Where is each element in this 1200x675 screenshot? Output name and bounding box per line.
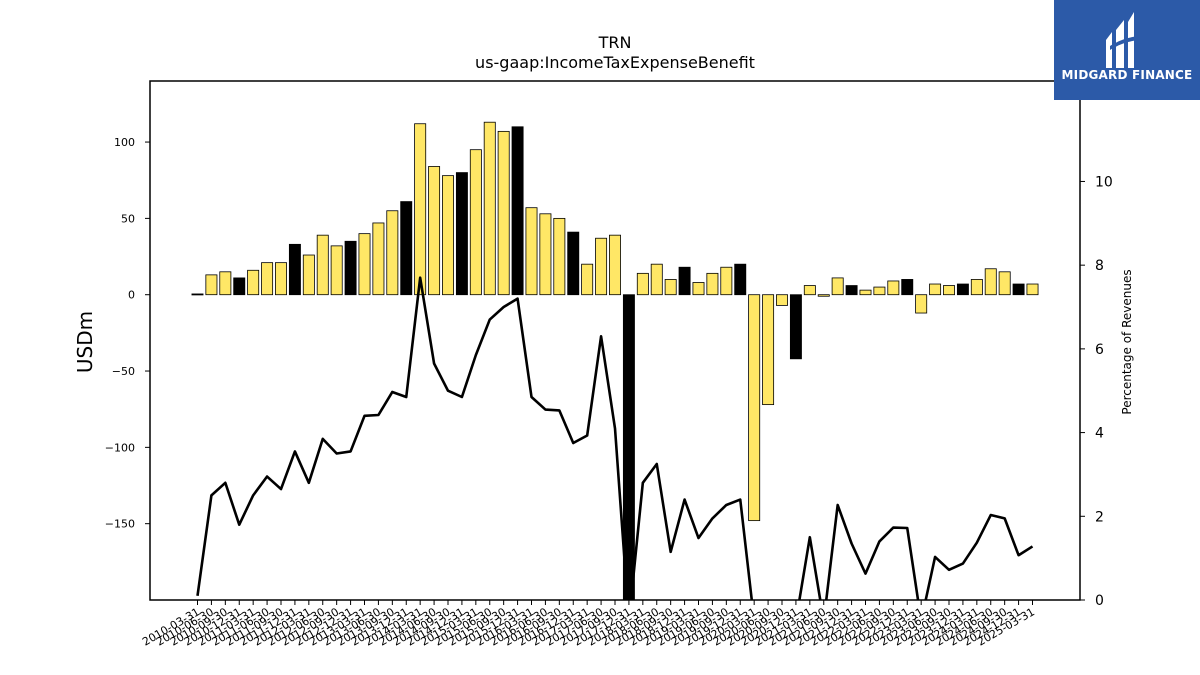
bar	[469, 149, 482, 296]
y-tick-label: −100	[105, 441, 135, 454]
bar	[664, 279, 677, 296]
bar	[636, 272, 649, 296]
bar	[803, 285, 816, 296]
bar	[943, 285, 955, 296]
y2-axis-label: Percentage of Revenues	[1120, 269, 1134, 414]
bar	[776, 294, 788, 306]
bar	[678, 266, 691, 296]
chart-title: TRN	[598, 33, 632, 52]
bar	[205, 274, 218, 296]
bar	[261, 262, 274, 296]
bar	[497, 130, 510, 296]
bar	[330, 245, 343, 296]
bar	[915, 294, 928, 314]
bar	[650, 263, 663, 296]
y2-tick-label: 2	[1095, 509, 1104, 525]
bar	[720, 266, 733, 296]
bar	[956, 283, 969, 296]
y-tick-label: −50	[112, 365, 135, 378]
bar	[901, 279, 914, 296]
bar	[414, 123, 427, 296]
y2-tick-label: 4	[1095, 426, 1104, 442]
y2-tick-label: 0	[1095, 593, 1104, 609]
bar	[400, 201, 413, 296]
bar	[344, 240, 357, 296]
bar	[609, 234, 621, 296]
plot-frame	[149, 80, 1081, 601]
bar	[887, 280, 900, 296]
bar	[275, 262, 287, 296]
bar	[734, 263, 747, 296]
bar	[219, 271, 232, 296]
bar	[817, 294, 830, 297]
bar	[984, 268, 997, 296]
bar	[845, 285, 858, 296]
chart-subtitle: us-gaap:IncomeTaxExpenseBenefit	[475, 53, 755, 72]
bar	[372, 222, 385, 296]
bar	[567, 231, 580, 296]
bar	[873, 286, 886, 296]
bar	[191, 293, 204, 296]
bar	[455, 172, 468, 296]
series-line	[196, 276, 1034, 600]
bar	[302, 254, 315, 296]
bar	[581, 263, 594, 296]
bar	[762, 294, 775, 406]
bar	[233, 277, 246, 296]
y-axis-label: USDm	[73, 311, 97, 373]
bar	[831, 277, 844, 296]
bar	[595, 237, 608, 296]
bar	[929, 283, 942, 296]
brand-logo: MIDGARD FINANCE	[1054, 0, 1200, 100]
bar	[386, 210, 399, 296]
bar	[748, 294, 761, 522]
bar	[428, 166, 441, 296]
bar	[692, 282, 705, 296]
y-tick-label: 100	[114, 136, 135, 149]
bar	[316, 234, 329, 296]
bar	[970, 279, 983, 296]
bar	[525, 207, 538, 296]
bar	[539, 213, 552, 296]
bar	[442, 175, 454, 296]
bar	[358, 233, 371, 296]
bar	[288, 243, 301, 296]
bar	[511, 126, 524, 296]
y2-tick-label: 10	[1095, 174, 1113, 190]
brand-name: MIDGARD FINANCE	[1061, 68, 1193, 82]
bar	[789, 294, 802, 360]
bar	[1026, 283, 1039, 296]
y-tick-label: −150	[105, 518, 135, 531]
y2-tick-label: 6	[1095, 342, 1104, 358]
y-tick-label: 0	[128, 289, 135, 302]
bar	[553, 217, 566, 296]
bar	[1012, 283, 1025, 296]
bar	[706, 272, 719, 296]
y2-tick-label: 8	[1095, 258, 1104, 274]
bar	[998, 271, 1011, 296]
midgard-logo-icon	[1106, 12, 1138, 68]
bar	[483, 121, 496, 296]
y-tick-label: 50	[121, 212, 135, 225]
bar	[859, 289, 872, 296]
bar	[247, 269, 260, 296]
